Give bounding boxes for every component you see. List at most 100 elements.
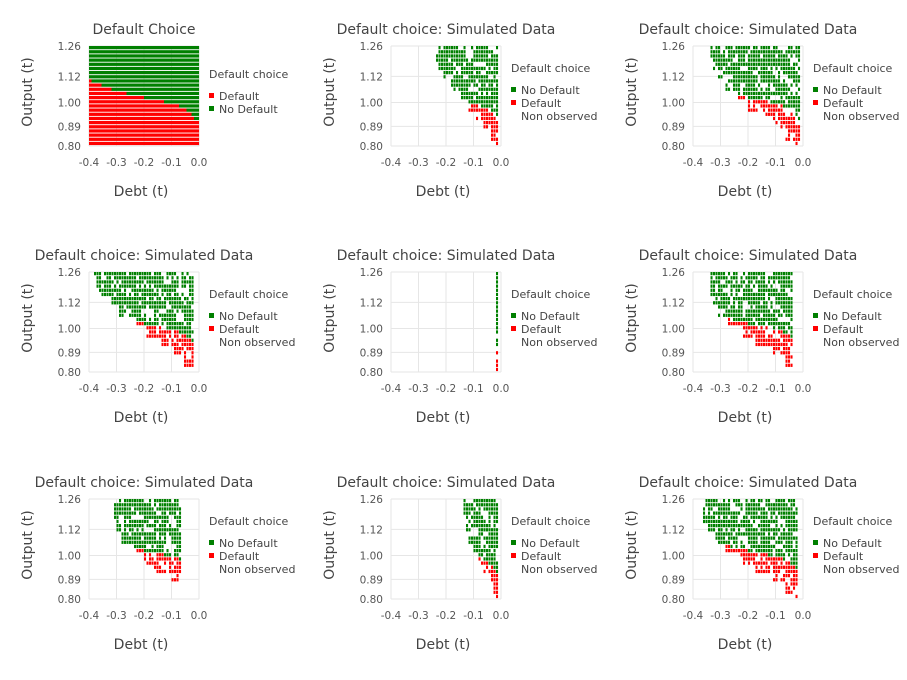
cell-no-default: [476, 83, 479, 87]
cell-no-default: [149, 284, 152, 288]
cell-no-default: [161, 503, 164, 507]
cell-default: [765, 561, 768, 565]
cell-no-default: [164, 313, 167, 317]
cell-no-default: [166, 62, 170, 66]
cell-default: [166, 338, 169, 342]
cell-default: [174, 129, 177, 133]
cell-no-default: [491, 540, 494, 544]
x-tick-label: -0.1: [765, 610, 786, 622]
cell-no-default: [493, 507, 496, 511]
cell-no-default: [758, 549, 761, 553]
cell-no-default: [745, 297, 748, 301]
cell-no-default: [136, 91, 140, 96]
cell-no-default: [466, 91, 469, 96]
cell-no-default: [179, 322, 182, 326]
cell-no-default: [780, 511, 783, 515]
cell-default: [96, 96, 100, 100]
cell-no-default: [129, 499, 132, 503]
cell-no-default: [189, 54, 192, 58]
cell-no-default: [768, 519, 771, 524]
cell-no-default: [106, 75, 110, 79]
cell-no-default: [713, 524, 716, 528]
cell-no-default: [174, 79, 177, 83]
cell-no-default: [476, 100, 479, 104]
cell-no-default: [773, 317, 776, 322]
cell-no-default: [478, 507, 481, 511]
cell-default: [174, 125, 177, 129]
cell-no-default: [189, 334, 192, 338]
cell-no-default: [760, 276, 763, 280]
cell-no-default: [154, 301, 157, 305]
cell-no-default: [116, 54, 120, 58]
cell-no-default: [496, 46, 499, 50]
cell-default: [790, 342, 793, 347]
cell-no-default: [456, 71, 459, 75]
cell-no-default: [795, 540, 798, 544]
cell-no-default: [765, 528, 768, 532]
cell-no-default: [770, 511, 773, 515]
cell-no-default: [765, 317, 768, 322]
cell-default: [104, 125, 107, 129]
cell-no-default: [785, 301, 788, 305]
cell-default: [104, 104, 107, 108]
cell-no-default: [194, 104, 197, 108]
cell-no-default: [114, 507, 117, 511]
cell-no-default: [763, 544, 766, 549]
cell-no-default: [146, 301, 149, 305]
cell-default: [191, 342, 194, 347]
cell-default: [174, 108, 177, 112]
cell-default: [121, 137, 125, 141]
cell-no-default: [171, 46, 175, 50]
cell-no-default: [114, 515, 117, 519]
cell-no-default: [174, 50, 177, 54]
cell-no-default: [738, 66, 741, 71]
cell-no-default: [179, 54, 182, 58]
cell-no-default: [171, 297, 174, 301]
cell-no-default: [770, 75, 773, 79]
y-tick-label: 1.26: [360, 41, 384, 53]
cell-no-default: [184, 280, 187, 284]
cell-default: [89, 100, 92, 104]
cell-no-default: [154, 46, 157, 50]
cell-no-default: [720, 62, 723, 66]
cell-no-default: [773, 536, 776, 540]
cell-default: [740, 96, 743, 100]
cell-no-default: [131, 83, 135, 87]
cell-no-default: [131, 301, 134, 305]
cell-no-default: [768, 58, 771, 62]
cell-no-default: [750, 87, 753, 91]
cell-no-default: [156, 58, 160, 62]
cell-no-default: [166, 297, 169, 301]
chart-title: Default choice: Simulated Data: [35, 475, 254, 491]
cell-no-default: [456, 50, 459, 54]
cell-no-default: [129, 503, 132, 507]
cell-no-default: [109, 75, 112, 79]
cell-default: [121, 91, 125, 96]
cell-no-default: [493, 544, 496, 549]
cell-no-default: [171, 54, 175, 58]
cell-no-default: [770, 288, 773, 292]
legend-item-label: Default: [219, 90, 260, 103]
cell-no-default: [723, 519, 726, 524]
cell-default: [184, 125, 187, 129]
cell-no-default: [768, 276, 771, 280]
cell-no-default: [106, 272, 109, 276]
legend-swatch: [511, 113, 516, 118]
cell-default: [493, 578, 496, 582]
cell-no-default: [121, 58, 125, 62]
cell-no-default: [116, 503, 119, 507]
cell-default: [189, 121, 192, 125]
cell-no-default: [121, 62, 125, 66]
x-axis-label: Debt (t): [416, 184, 471, 200]
cell-no-default: [124, 79, 127, 83]
cell-no-default: [144, 301, 147, 305]
cell-no-default: [194, 75, 197, 79]
cell-default: [169, 334, 172, 338]
cell-no-default: [493, 565, 496, 569]
cell-no-default: [164, 83, 167, 87]
cell-no-default: [740, 313, 743, 317]
cell-default: [184, 141, 187, 146]
cell-default: [496, 363, 499, 367]
cell-no-default: [438, 58, 441, 62]
cell-default: [161, 125, 165, 129]
